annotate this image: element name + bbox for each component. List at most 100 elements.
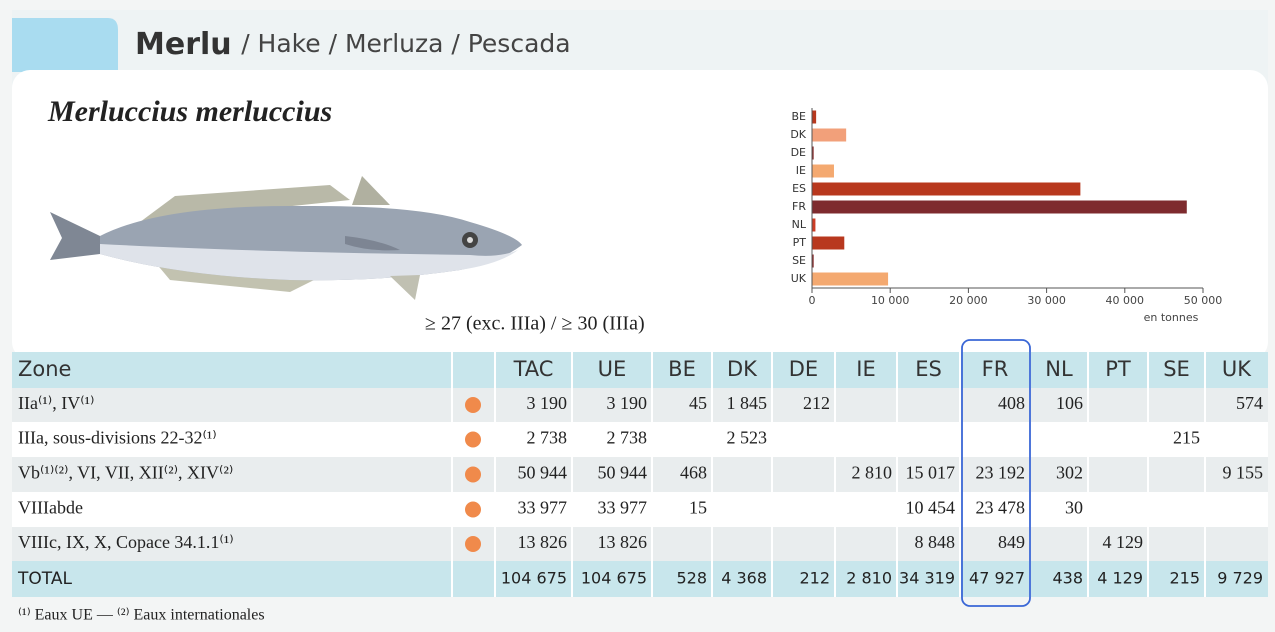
y-tick-label: FR <box>792 200 806 213</box>
cell-value: 23 478 <box>976 498 1026 518</box>
column-header: BE <box>668 357 696 381</box>
zone-label: IIIa, sous-divisions 22-32⁽¹⁾ <box>18 428 217 448</box>
cell-value: 33 977 <box>518 498 568 518</box>
header-tab <box>12 18 118 72</box>
column-header: UE <box>598 357 627 381</box>
status-dot <box>465 432 481 448</box>
cell-value: 3 190 <box>607 393 648 413</box>
column-header: Zone <box>18 357 71 381</box>
bar <box>812 273 888 286</box>
column-header: ES <box>915 357 942 381</box>
zone-label: Vb⁽¹⁾⁽²⁾, VI, VII, XII⁽²⁾, XIV⁽²⁾ <box>18 463 233 483</box>
species-name: Merluccius merluccius <box>47 95 332 128</box>
cell-value: 2 810 <box>852 463 893 483</box>
cell-value: 212 <box>799 569 830 588</box>
cell-value: 4 129 <box>1097 569 1143 588</box>
cell-value: 574 <box>1236 393 1263 413</box>
status-dot <box>465 502 481 518</box>
row-background <box>12 352 1268 388</box>
column-header: NL <box>1045 357 1073 381</box>
x-tick-label: 40 000 <box>1106 294 1145 307</box>
bar <box>812 237 844 250</box>
cell-value: 2 738 <box>527 428 568 448</box>
y-tick-label: IE <box>796 164 806 177</box>
status-dot <box>465 536 481 552</box>
cell-value: 212 <box>803 393 830 413</box>
cell-value: 106 <box>1056 393 1083 413</box>
column-header: TAC <box>513 357 554 381</box>
total-label: TOTAL <box>17 569 72 589</box>
page-title: Merlu / Hake / Merluza / Pescada <box>135 27 571 62</box>
table: Zone TAC UE BE DK DE IE ES FR NL PT SE UK IIa⁽¹⁾, IV⁽… <box>12 352 1268 597</box>
cell-value: 468 <box>680 463 707 483</box>
column-header: SE <box>1163 357 1190 381</box>
y-tick-label: UK <box>791 272 807 285</box>
cell-value: 47 927 <box>969 569 1025 588</box>
y-tick-label: NL <box>792 218 807 231</box>
y-tick-label: BE <box>792 110 807 123</box>
cell-value: 408 <box>998 393 1025 413</box>
cell-value: 33 977 <box>598 498 648 518</box>
zone-label: VIIIc, IX, X, Copace 34.1.1⁽¹⁾ <box>18 532 234 552</box>
cell-value: 30 <box>1065 498 1083 518</box>
x-tick-label: 0 <box>809 294 816 307</box>
x-axis-label: en tonnes <box>1144 311 1199 324</box>
bar <box>812 165 834 178</box>
y-tick-label: DE <box>791 146 806 159</box>
cell-value: 215 <box>1169 569 1200 588</box>
cell-value: 438 <box>1052 569 1083 588</box>
cell-value: 849 <box>998 532 1025 552</box>
page: Merlu / Hake / Merluza / Pescada Merlucc… <box>0 0 1275 632</box>
bar <box>812 201 1187 214</box>
status-dot <box>465 467 481 483</box>
cell-value: 23 192 <box>976 463 1026 483</box>
y-tick-label: PT <box>793 236 807 249</box>
x-tick-label: 50 000 <box>1184 294 1223 307</box>
y-tick-label: ES <box>792 182 806 195</box>
cell-value: 15 <box>689 498 707 518</box>
cell-value: 2 738 <box>607 428 648 448</box>
column-header: FR <box>982 357 1009 381</box>
cell-value: 1 845 <box>727 393 768 413</box>
bar <box>812 219 815 232</box>
cell-value: 13 826 <box>598 532 648 552</box>
zone-label: IIa⁽¹⁾, IV⁽¹⁾ <box>18 393 94 413</box>
title: Merlu <box>135 27 232 62</box>
x-tick-label: 10 000 <box>871 294 910 307</box>
cell-value: 4 129 <box>1103 532 1144 552</box>
y-tick-label: DK <box>790 128 806 141</box>
cell-value: 10 454 <box>906 498 956 518</box>
cell-value: 45 <box>689 393 707 413</box>
cell-value: 4 368 <box>721 569 767 588</box>
column-header: PT <box>1105 357 1131 381</box>
column-header: DK <box>727 357 758 381</box>
zone-label: VIIIabde <box>18 498 83 518</box>
cell-value: 8 848 <box>915 532 956 552</box>
cell-value: 2 523 <box>727 428 768 448</box>
bar <box>812 111 816 124</box>
subtitle: / Hake / Merluza / Pescada <box>241 29 570 58</box>
column-header: IE <box>856 357 875 381</box>
size-note: ≥ 27 (exc. IIIa) / ≥ 30 (IIIa) <box>425 313 645 335</box>
cell-value: 34 319 <box>899 569 955 588</box>
y-tick-label: SE <box>792 254 806 267</box>
bar <box>812 129 846 142</box>
footnote: ⁽¹⁾ Eaux UE — ⁽²⁾ Eaux internationales <box>18 607 265 624</box>
cell-value: 215 <box>1173 428 1200 448</box>
cell-value: 13 826 <box>518 532 568 552</box>
cell-value: 104 675 <box>581 569 647 588</box>
cell-value: 302 <box>1056 463 1083 483</box>
cell-value: 50 944 <box>598 463 648 483</box>
cell-value: 528 <box>676 569 707 588</box>
column-header: UK <box>1222 357 1252 381</box>
cell-value: 2 810 <box>846 569 892 588</box>
column-header: DE <box>789 357 818 381</box>
cell-value: 104 675 <box>501 569 567 588</box>
cell-value: 9 155 <box>1223 463 1264 483</box>
cell-value: 9 729 <box>1217 569 1263 588</box>
bar <box>812 183 1080 196</box>
cell-value: 50 944 <box>518 463 568 483</box>
status-dot <box>465 397 481 413</box>
cell-value: 3 190 <box>527 393 568 413</box>
x-tick-label: 30 000 <box>1027 294 1066 307</box>
